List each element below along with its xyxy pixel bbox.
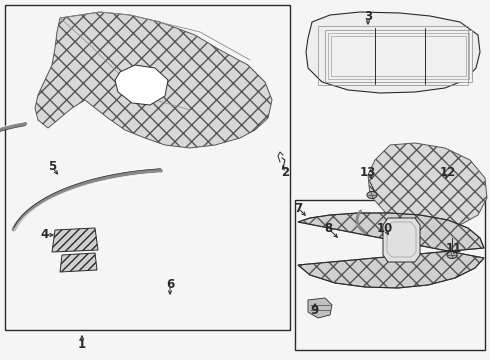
Text: 7: 7 bbox=[294, 202, 302, 215]
Text: 12: 12 bbox=[440, 166, 456, 179]
Text: 4: 4 bbox=[41, 229, 49, 242]
Text: 13: 13 bbox=[360, 166, 376, 179]
Ellipse shape bbox=[367, 192, 377, 198]
Polygon shape bbox=[52, 228, 98, 252]
Text: 1: 1 bbox=[78, 338, 86, 351]
Text: 8: 8 bbox=[324, 221, 332, 234]
Text: 2: 2 bbox=[281, 166, 289, 180]
Polygon shape bbox=[35, 12, 272, 148]
Polygon shape bbox=[306, 12, 480, 93]
Ellipse shape bbox=[447, 252, 457, 258]
Polygon shape bbox=[308, 298, 332, 318]
Polygon shape bbox=[60, 253, 97, 272]
Text: 9: 9 bbox=[310, 303, 318, 316]
Text: 3: 3 bbox=[364, 10, 372, 23]
Text: 10: 10 bbox=[377, 221, 393, 234]
Polygon shape bbox=[368, 143, 487, 230]
Text: 5: 5 bbox=[48, 161, 56, 174]
Text: 11: 11 bbox=[446, 242, 462, 255]
Text: 6: 6 bbox=[166, 279, 174, 292]
Polygon shape bbox=[383, 218, 420, 262]
Polygon shape bbox=[115, 65, 168, 105]
Bar bbox=[295, 200, 485, 350]
Bar bbox=[5, 5, 290, 330]
Polygon shape bbox=[325, 30, 472, 82]
Polygon shape bbox=[298, 213, 484, 288]
